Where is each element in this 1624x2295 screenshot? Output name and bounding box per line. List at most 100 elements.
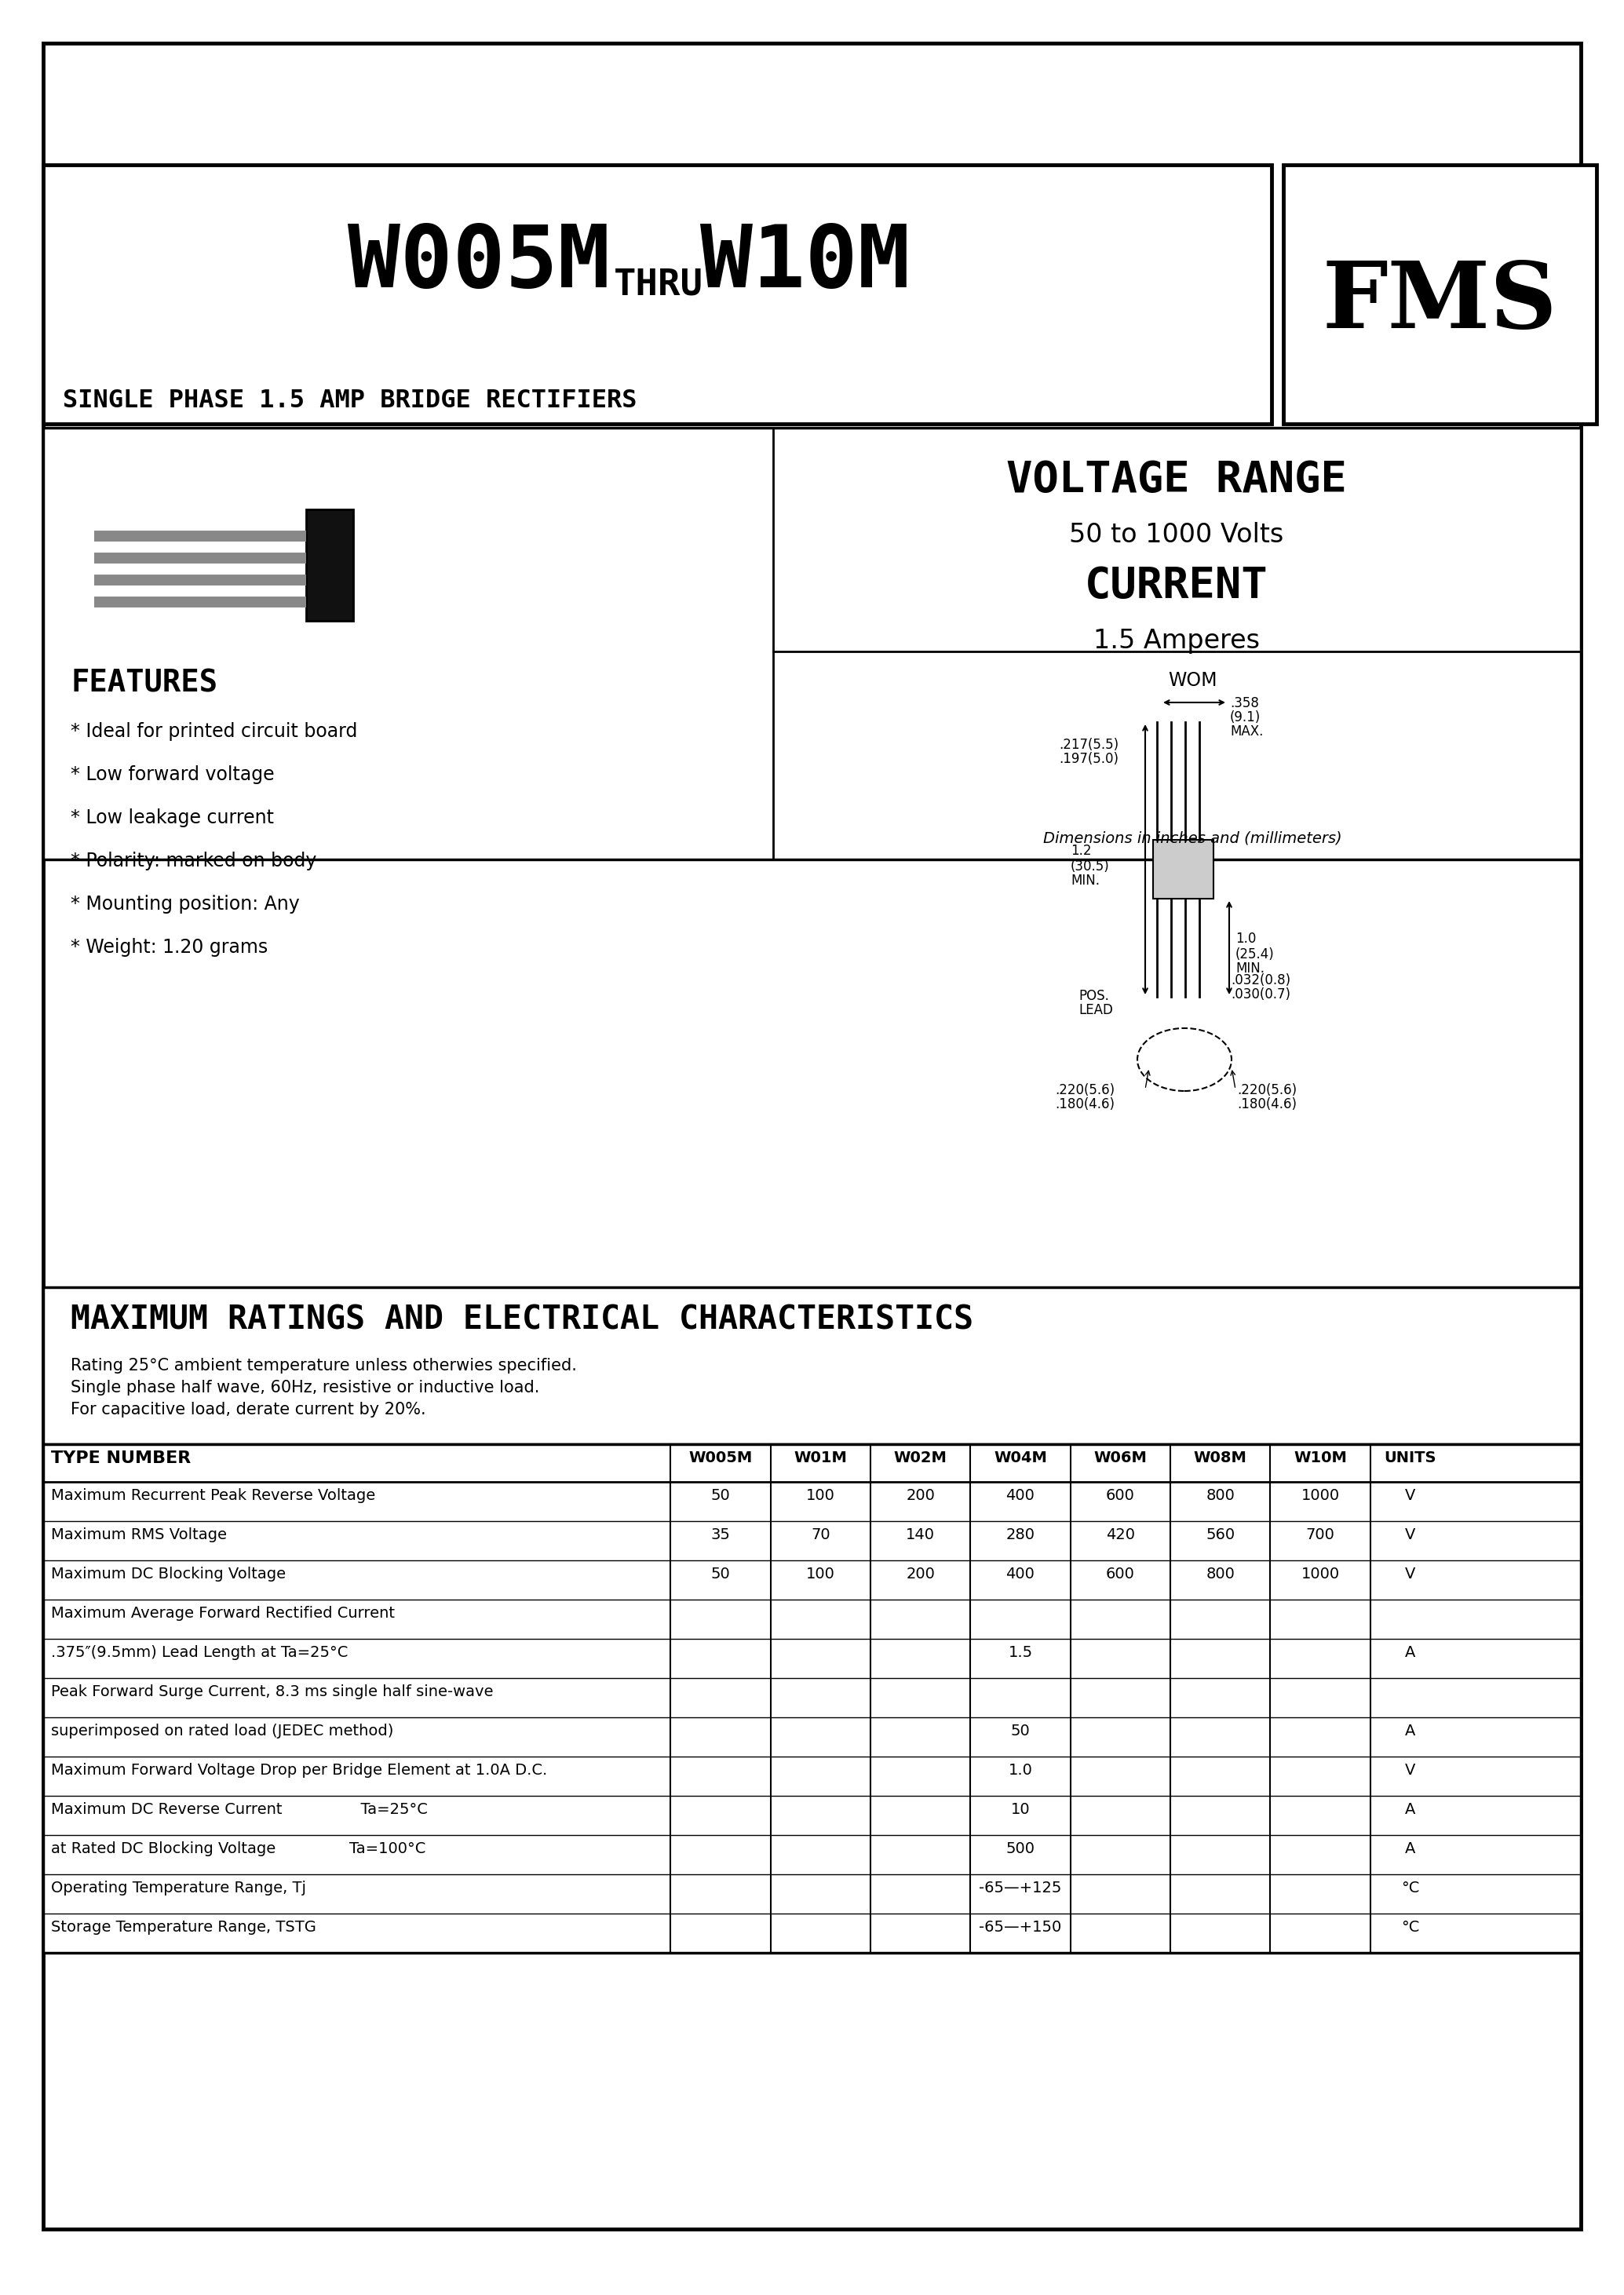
Text: 70: 70 xyxy=(810,1528,830,1542)
Text: VOLTAGE RANGE: VOLTAGE RANGE xyxy=(1007,459,1346,500)
Text: 400: 400 xyxy=(1005,1487,1034,1503)
Text: W02M: W02M xyxy=(893,1450,947,1467)
Text: V: V xyxy=(1405,1528,1416,1542)
Text: 420: 420 xyxy=(1106,1528,1135,1542)
Text: * Low leakage current: * Low leakage current xyxy=(70,808,274,826)
Text: V: V xyxy=(1405,1487,1416,1503)
Text: 1.2: 1.2 xyxy=(1070,845,1091,858)
Text: 50: 50 xyxy=(711,1567,731,1581)
Text: 500: 500 xyxy=(1005,1841,1034,1857)
Text: A: A xyxy=(1405,1841,1416,1857)
Text: .180(4.6): .180(4.6) xyxy=(1237,1097,1296,1111)
Text: .180(4.6): .180(4.6) xyxy=(1056,1097,1114,1111)
Text: Maximum Forward Voltage Drop per Bridge Element at 1.0A D.C.: Maximum Forward Voltage Drop per Bridge … xyxy=(50,1763,547,1779)
Text: Single phase half wave, 60Hz, resistive or inductive load.: Single phase half wave, 60Hz, resistive … xyxy=(70,1379,539,1395)
Text: °C: °C xyxy=(1402,1880,1419,1896)
Text: W04M: W04M xyxy=(994,1450,1047,1467)
Text: °C: °C xyxy=(1402,1921,1419,1935)
Text: * Weight: 1.20 grams: * Weight: 1.20 grams xyxy=(70,939,268,957)
Text: * Polarity: marked on body: * Polarity: marked on body xyxy=(70,851,317,870)
Text: 100: 100 xyxy=(806,1567,835,1581)
Text: .220(5.6): .220(5.6) xyxy=(1237,1083,1298,1097)
Text: Maximum DC Blocking Voltage: Maximum DC Blocking Voltage xyxy=(50,1567,286,1581)
Text: .032(0.8): .032(0.8) xyxy=(1231,973,1291,987)
Text: superimposed on rated load (JEDEC method): superimposed on rated load (JEDEC method… xyxy=(50,1724,393,1740)
Text: 200: 200 xyxy=(906,1487,935,1503)
Text: 1000: 1000 xyxy=(1301,1567,1340,1581)
Text: W08M: W08M xyxy=(1194,1450,1247,1467)
Text: 700: 700 xyxy=(1306,1528,1335,1542)
Text: SINGLE PHASE 1.5 AMP BRIDGE RECTIFIERS: SINGLE PHASE 1.5 AMP BRIDGE RECTIFIERS xyxy=(63,388,637,413)
Text: V: V xyxy=(1405,1763,1416,1779)
Text: FMS: FMS xyxy=(1322,257,1557,347)
Text: A: A xyxy=(1405,1724,1416,1740)
Text: V: V xyxy=(1405,1567,1416,1581)
Text: 1000: 1000 xyxy=(1301,1487,1340,1503)
Text: .217(5.5): .217(5.5) xyxy=(1059,737,1119,753)
Text: Maximum RMS Voltage: Maximum RMS Voltage xyxy=(50,1528,227,1542)
Text: MAXIMUM RATINGS AND ELECTRICAL CHARACTERISTICS: MAXIMUM RATINGS AND ELECTRICAL CHARACTER… xyxy=(70,1304,973,1336)
Text: 50 to 1000 Volts: 50 to 1000 Volts xyxy=(1069,521,1285,549)
Text: For capacitive load, derate current by 20%.: For capacitive load, derate current by 2… xyxy=(70,1402,425,1418)
Text: 400: 400 xyxy=(1005,1567,1034,1581)
Text: * Low forward voltage: * Low forward voltage xyxy=(70,764,274,785)
Text: W01M: W01M xyxy=(794,1450,848,1467)
Text: FEATURES: FEATURES xyxy=(70,668,218,698)
Text: Operating Temperature Range, Tj: Operating Temperature Range, Tj xyxy=(50,1880,305,1896)
Text: A: A xyxy=(1405,1802,1416,1818)
Text: 200: 200 xyxy=(906,1567,935,1581)
Text: 800: 800 xyxy=(1205,1567,1234,1581)
Text: .197(5.0): .197(5.0) xyxy=(1059,753,1119,767)
Text: MIN.: MIN. xyxy=(1070,874,1099,888)
Bar xyxy=(44,427,1580,858)
Bar xyxy=(44,165,1272,425)
Text: .030(0.7): .030(0.7) xyxy=(1231,987,1291,1001)
Text: Dimensions in inches and (millimeters): Dimensions in inches and (millimeters) xyxy=(1043,831,1341,845)
Text: -65—+150: -65—+150 xyxy=(979,1921,1062,1935)
Text: 35: 35 xyxy=(711,1528,731,1542)
Text: 100: 100 xyxy=(806,1487,835,1503)
Text: 1.0: 1.0 xyxy=(1009,1763,1033,1779)
Text: 800: 800 xyxy=(1205,1487,1234,1503)
Text: Maximum DC Reverse Current                Ta=25°C: Maximum DC Reverse Current Ta=25°C xyxy=(50,1802,427,1818)
Text: UNITS: UNITS xyxy=(1384,1450,1436,1467)
Text: -65—+125: -65—+125 xyxy=(979,1880,1062,1896)
Text: .220(5.6): .220(5.6) xyxy=(1056,1083,1114,1097)
Text: (25.4): (25.4) xyxy=(1236,948,1275,962)
Text: WOM: WOM xyxy=(1168,670,1216,691)
Text: Rating 25°C ambient temperature unless otherwies specified.: Rating 25°C ambient temperature unless o… xyxy=(70,1359,577,1372)
Text: at Rated DC Blocking Voltage               Ta=100°C: at Rated DC Blocking Voltage Ta=100°C xyxy=(50,1841,425,1857)
Text: 50: 50 xyxy=(711,1487,731,1503)
Text: * Ideal for printed circuit board: * Ideal for printed circuit board xyxy=(70,723,357,741)
Text: CURRENT: CURRENT xyxy=(1085,565,1268,606)
Text: W005M: W005M xyxy=(348,220,611,305)
Bar xyxy=(1153,840,1213,900)
Text: MAX.: MAX. xyxy=(1229,725,1263,739)
Text: W005M: W005M xyxy=(689,1450,752,1467)
Text: W06M: W06M xyxy=(1093,1450,1147,1467)
Text: MIN.: MIN. xyxy=(1236,962,1265,975)
Bar xyxy=(305,509,352,622)
Text: POS.: POS. xyxy=(1078,989,1109,1003)
Text: 560: 560 xyxy=(1205,1528,1234,1542)
Text: 1.5 Amperes: 1.5 Amperes xyxy=(1093,629,1260,654)
Bar xyxy=(44,1287,1580,1444)
Text: Maximum Recurrent Peak Reverse Voltage: Maximum Recurrent Peak Reverse Voltage xyxy=(50,1487,375,1503)
Text: TYPE NUMBER: TYPE NUMBER xyxy=(50,1450,192,1467)
Text: 1.0: 1.0 xyxy=(1236,932,1257,946)
Text: 140: 140 xyxy=(906,1528,935,1542)
Text: (9.1): (9.1) xyxy=(1229,711,1260,725)
Text: 280: 280 xyxy=(1005,1528,1034,1542)
Text: 1.5: 1.5 xyxy=(1009,1646,1033,1659)
Text: Peak Forward Surge Current, 8.3 ms single half sine-wave: Peak Forward Surge Current, 8.3 ms singl… xyxy=(50,1685,494,1698)
Text: 10: 10 xyxy=(1010,1802,1030,1818)
Text: 50: 50 xyxy=(1010,1724,1030,1740)
Text: Maximum Average Forward Rectified Current: Maximum Average Forward Rectified Curren… xyxy=(50,1606,395,1620)
Text: 600: 600 xyxy=(1106,1487,1135,1503)
Text: LEAD: LEAD xyxy=(1078,1003,1112,1017)
Text: W10M: W10M xyxy=(1294,1450,1346,1467)
Text: W10M: W10M xyxy=(700,220,909,305)
Text: A: A xyxy=(1405,1646,1416,1659)
Text: (30.5): (30.5) xyxy=(1070,858,1109,874)
Text: 600: 600 xyxy=(1106,1567,1135,1581)
